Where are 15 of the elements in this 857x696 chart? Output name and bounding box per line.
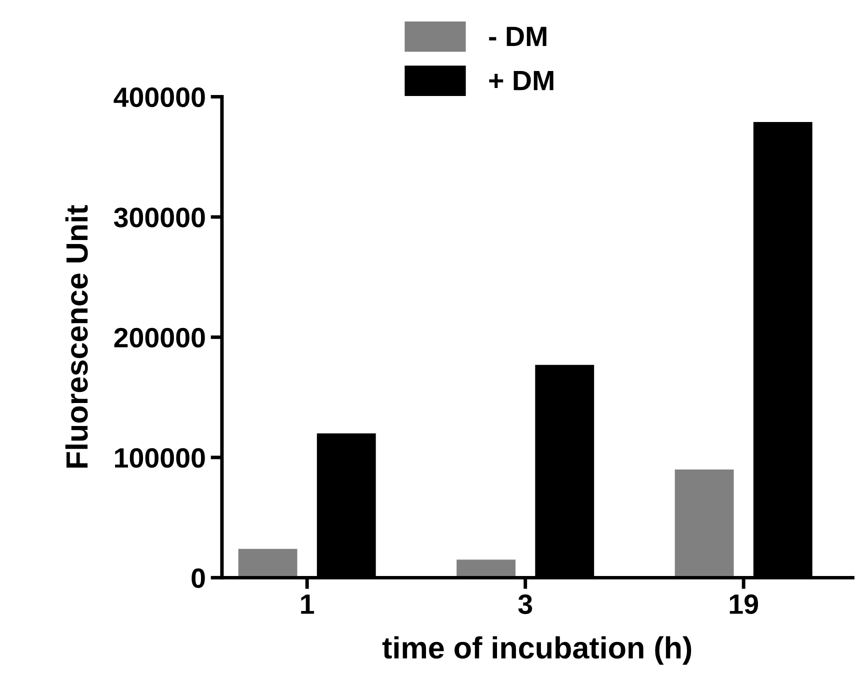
bar <box>674 469 734 578</box>
x-tick-label: 3 <box>518 594 532 614</box>
y-tick-label: 100000 <box>115 448 205 468</box>
x-axis-title: time of incubation (h) <box>382 636 692 665</box>
y-tick-label: 0 <box>192 568 205 588</box>
y-tick-label: 200000 <box>114 328 205 348</box>
x-tick-label: 1 <box>301 594 314 614</box>
legend-label: + DM <box>489 71 554 90</box>
y-tick-label: 300000 <box>114 208 205 228</box>
bar <box>456 560 516 578</box>
y-axis-title: Fluorescence Unit <box>65 205 88 468</box>
legend-label: - DM <box>489 26 546 46</box>
y-tick-label: 400000 <box>114 87 205 108</box>
x-tick-label: 19 <box>730 594 758 614</box>
bar <box>238 548 298 578</box>
